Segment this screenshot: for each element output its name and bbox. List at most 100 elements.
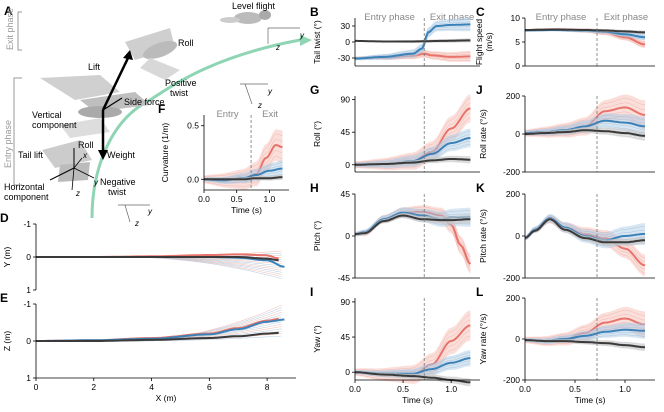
lift-arrow xyxy=(101,57,130,111)
axis-label-z-bottom: z xyxy=(134,219,139,228)
lift-label: Lift xyxy=(88,62,101,72)
series-band-blue xyxy=(355,350,471,379)
trial-trace xyxy=(354,19,471,58)
trial-trace xyxy=(524,214,646,237)
horizontal-component-label: Horizontal component xyxy=(4,182,49,202)
y-tick-label: -200 xyxy=(503,167,520,177)
y-tick-label: -200 xyxy=(503,273,520,283)
trial-trace xyxy=(525,314,646,340)
y-axis-label: Flight speed(m/s) xyxy=(474,19,494,66)
series-band-blue xyxy=(355,207,471,237)
panel-label-k: K xyxy=(476,181,485,195)
exit-phase-text: Exit phase xyxy=(604,12,648,23)
x-tick-label: 4 xyxy=(149,382,154,392)
panel-label-e: E xyxy=(0,291,8,305)
lift-arrowhead xyxy=(123,50,133,60)
y-axis-label: Yaw (°) xyxy=(312,325,322,352)
x-axis-label: Time (s) xyxy=(402,395,433,405)
exit-phase-bracket xyxy=(17,11,22,51)
series-line-black xyxy=(355,158,471,166)
trial-trace xyxy=(204,162,283,179)
axis-label-z-mid: z xyxy=(257,101,262,110)
tail-lift-label: Tail lift xyxy=(18,150,44,160)
panel-k: K 200 0 -200 Pitch rate (°/s) xyxy=(476,181,655,283)
x-tick-label: 1.0 xyxy=(263,194,275,204)
series-line-black xyxy=(524,339,646,349)
x-axis-label: Time (s) xyxy=(575,395,606,405)
panel-label-i: I xyxy=(310,285,313,299)
trajectory-arrowhead xyxy=(300,35,312,46)
y-tick-label: 0.0 xyxy=(187,174,199,184)
trial-trace xyxy=(354,103,471,164)
x-tick-label: 2 xyxy=(91,382,96,392)
exit-phase-label: Exit phase xyxy=(5,8,15,50)
trial-trace xyxy=(524,326,646,345)
y-tick-label: 90 xyxy=(341,95,351,105)
axis-label-x-tail: x xyxy=(82,151,88,160)
panel-g: G 90 45 0 Roll (°) xyxy=(310,83,480,173)
y-tick-label: 0 xyxy=(345,37,350,47)
x-axis-label: X (m) xyxy=(156,393,177,403)
panel-label-d: D xyxy=(0,211,9,225)
panel-label-l: L xyxy=(476,285,483,299)
y-tick-label: 5 xyxy=(515,37,520,47)
y-axis-label: Z (m) xyxy=(2,331,12,351)
trial-trace xyxy=(354,314,471,371)
y-tick-label: 0.5 xyxy=(187,121,199,131)
trial-trace xyxy=(525,132,646,140)
series-band-black xyxy=(355,212,471,236)
series-line-black xyxy=(524,218,646,244)
bird-level-flight-icon xyxy=(220,10,271,24)
y-tick-label: 30 xyxy=(341,21,351,31)
y-tick-label: 0 xyxy=(26,252,31,262)
trial-trace xyxy=(203,155,283,187)
series-line-black xyxy=(354,214,471,236)
panel-i: I 90 45 0 0.0 0.5 1.0 Time (s) Yaw (°) xyxy=(310,285,480,405)
y-tick-label: -200 xyxy=(503,375,520,385)
y-tick-label: 0 xyxy=(345,367,350,377)
y-axis-label: Roll rate (°/s) xyxy=(478,109,488,159)
trial-trace xyxy=(524,310,645,339)
series-line-black xyxy=(204,176,283,181)
panel-d: D -1 0 1 Y (m) xyxy=(0,211,285,295)
trial-trace xyxy=(354,144,471,168)
series-line-black xyxy=(525,28,645,34)
y-tick-label: 200 xyxy=(506,91,520,101)
y-axis-label: Yaw rate (°/s) xyxy=(478,313,488,364)
panel-label-j: J xyxy=(476,83,483,97)
x-tick-label: 0.0 xyxy=(349,384,361,394)
series-line-black xyxy=(36,331,279,342)
charts-group: B Entry phase Exit phase 30 0 -30 Tail twist (… xyxy=(0,5,655,405)
trajectory-curve xyxy=(90,38,301,219)
weight-arrowhead xyxy=(98,150,108,160)
y-axis-label: Curvature (1/m) xyxy=(160,123,170,183)
y-tick-label: 45 xyxy=(341,127,351,137)
y-axis-label: Y (m) xyxy=(2,247,12,268)
trial-trace xyxy=(203,133,283,177)
series-band-blue xyxy=(355,17,471,61)
y-tick-label: 1 xyxy=(26,373,31,383)
y-tick-label: 200 xyxy=(506,189,520,199)
axis-y-tail xyxy=(73,167,95,179)
weight-label: Weight xyxy=(107,150,135,160)
x-tick-label: 0.0 xyxy=(519,384,531,394)
x-tick-label: 1.0 xyxy=(619,384,631,394)
y-tick-label: -45 xyxy=(338,273,351,283)
entry-phase-text: Entry phase xyxy=(536,12,587,23)
trial-trace xyxy=(354,208,471,233)
axis-label-z-top: z xyxy=(275,43,280,52)
trial-trace xyxy=(525,324,645,340)
panel-b: B Entry phase Exit phase 30 0 -30 Tail twist (… xyxy=(310,5,480,67)
axis-label-y-top: y xyxy=(299,31,305,40)
y-tick-label: 45 xyxy=(341,332,351,342)
trial-trace xyxy=(203,174,283,184)
x-tick-label: 6 xyxy=(207,382,212,392)
positive-twist-label: Positive twist xyxy=(165,78,197,98)
roll-label: Roll xyxy=(78,140,94,150)
trial-trace xyxy=(355,28,471,60)
exit-phase-text: Exit phase xyxy=(430,12,474,23)
panel-label-b: B xyxy=(310,5,319,19)
